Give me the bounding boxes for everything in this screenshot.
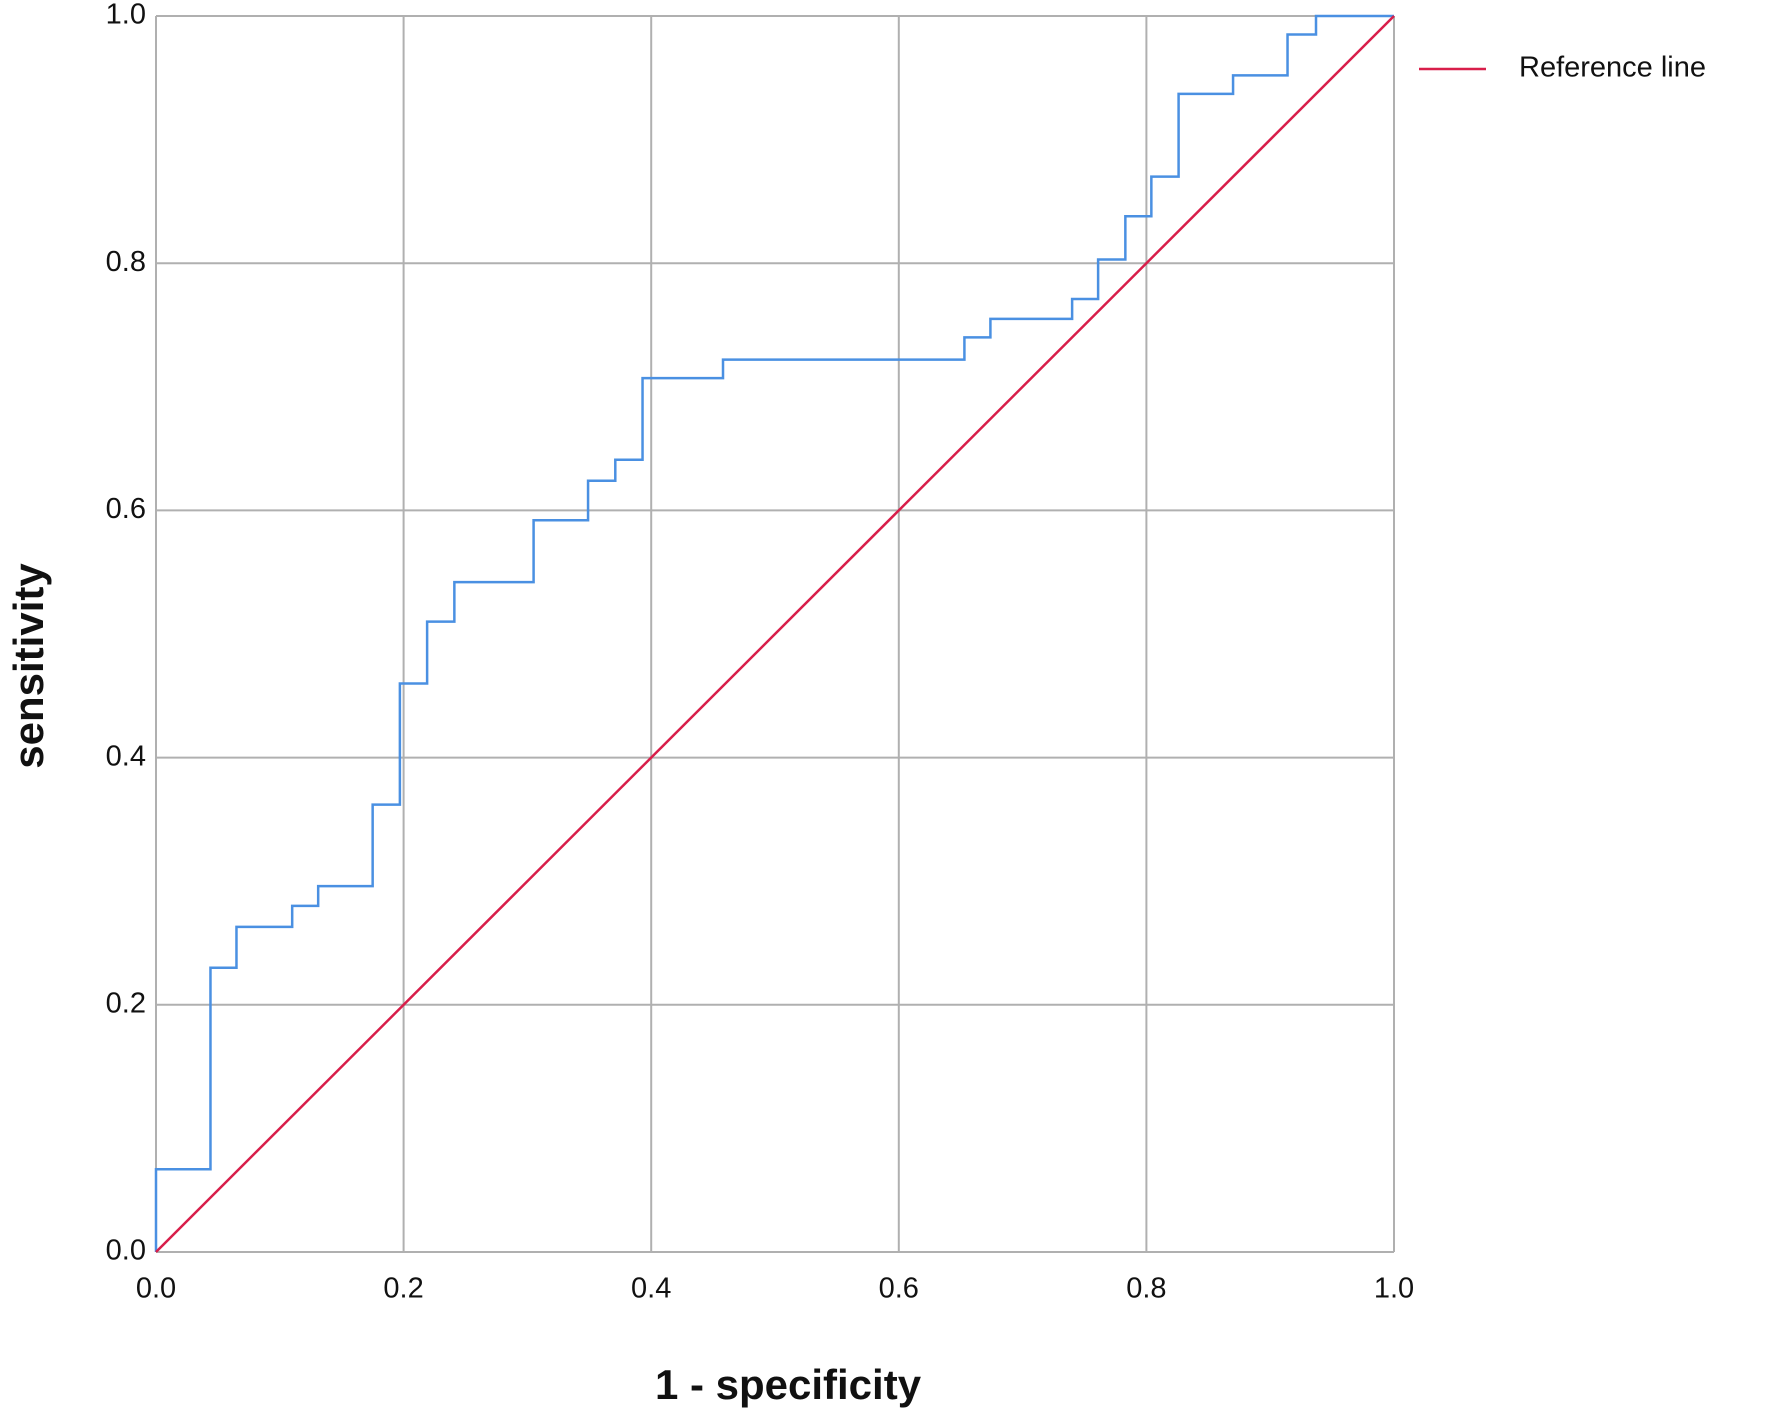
y-tick-label: 1.0 [106, 0, 146, 31]
y-tick-label: 0.8 [106, 246, 146, 278]
x-tick-label: 0.6 [879, 1273, 919, 1305]
x-tick-label: 0.4 [631, 1273, 671, 1305]
x-axis-title: 1 - specificity [655, 1361, 922, 1408]
series-line [155, 15, 1395, 1253]
y-axis-title: sensitivity [5, 563, 52, 769]
series-line [154, 14, 1394, 1252]
y-tick-label: 0.4 [106, 740, 146, 772]
y-tick-label: 0.6 [106, 493, 146, 525]
y-tick-label: 0.2 [106, 987, 146, 1019]
x-tick-label: 0.2 [383, 1273, 423, 1305]
x-tick-label: 0.0 [136, 1273, 176, 1305]
legend-label: Reference line [1519, 52, 1706, 84]
y-tick-label: 0.0 [106, 1235, 146, 1267]
x-tick-label: 0.8 [1126, 1273, 1166, 1305]
x-tick-label: 1.0 [1374, 1273, 1414, 1305]
